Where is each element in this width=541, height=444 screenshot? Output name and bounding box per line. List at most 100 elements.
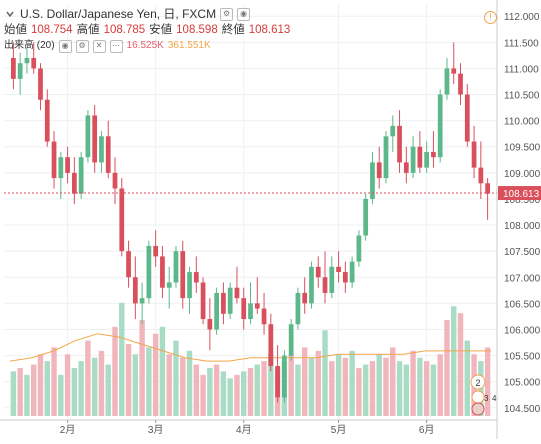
candle-body [200,282,206,320]
candle-body [431,151,436,158]
candle-body [383,136,389,179]
candle-body [187,272,192,299]
x-tick-label: 4月 [236,424,252,436]
volume-bar [146,347,152,416]
x-tick-label: 2月 [60,424,76,436]
candle-body [254,303,260,309]
volume-bar [342,357,349,416]
y-tick-label: 107.000 [504,273,541,284]
volume-bar [91,357,98,416]
candle-body [51,141,57,179]
last-price-badge [498,186,541,201]
settings-icon[interactable]: ⚙ [220,7,234,21]
candle-body [397,125,402,163]
candle-body [261,308,267,325]
candle-body [349,261,355,283]
volume-bar [193,364,200,416]
volume-bar [464,340,470,416]
volume-more-icon[interactable]: ⋯ [109,39,123,53]
candle-body [146,245,152,299]
x-tick-label: 6月 [419,424,435,436]
y-tick-label: 104.500 [504,404,541,415]
volume-bar [261,361,267,416]
volume-bar [78,361,84,416]
candle-body [282,355,287,398]
candle-body [322,277,328,293]
volume-bar [383,357,389,416]
volume-label: 出来高 (20) [4,40,55,51]
collapse-icon[interactable] [4,8,16,20]
candle-body [17,63,23,79]
candle-body [241,298,247,320]
candle-body [356,235,362,262]
y-tick-label: 109.500 [504,143,541,154]
volume-bar [457,313,464,416]
candle-body [31,57,37,69]
candle-body [485,183,490,194]
volume-bar [234,374,240,416]
candle-body [227,287,233,314]
event-badge-count: 3 [484,394,489,403]
volume-close-icon[interactable]: ✕ [92,39,106,53]
volume-bar [444,320,450,416]
y-tick-label: 111.000 [504,64,539,75]
volume-bar [437,354,443,416]
candle-body [268,324,274,367]
volume-bar [51,347,57,416]
volume-bar [410,350,416,416]
high-value: 108.785 [103,24,146,36]
volume-bar [186,350,193,416]
volume-bar [220,371,227,416]
volume-bar [288,354,294,416]
y-tick-label: 108.500 [504,195,541,206]
volume-bar [335,354,342,416]
volume-bar [241,371,247,416]
candle-body [180,251,186,299]
alert-icon[interactable]: ! [484,11,497,24]
visibility-icon[interactable]: ◉ [237,7,251,21]
volume-bar [200,374,206,416]
candle-body [302,292,308,304]
volume-bar [390,347,396,416]
candle-body [417,146,423,168]
candle-body [38,68,43,100]
candle-body [99,136,104,163]
volume-bar [44,361,50,416]
volume-bar [64,354,71,416]
volume-bar [71,368,78,416]
x-tick-label: 3月 [148,424,164,436]
volume-bar [180,357,186,416]
candle-body [424,151,430,168]
y-tick-label: 111.500 [504,38,539,49]
candle-body [471,141,477,168]
volume-bar [139,320,145,416]
y-tick-label: 107.500 [504,247,541,258]
volume-row: 出来高 (20) ◉ ⚙ ✕ ⋯ 16.525K 361.551K [4,38,290,54]
volume-bar [85,340,91,416]
volume-bar [105,364,111,416]
candle-body [85,115,91,158]
volume-bar [166,354,172,416]
volume-bar [213,364,220,416]
volume-visibility-icon[interactable]: ◉ [58,39,72,53]
volume-bar [315,350,321,416]
y-tick-label: 110.000 [504,117,540,128]
y-tick-label: 112.000 [504,12,540,23]
candle-body [478,167,484,184]
event-badge-icon [470,374,486,390]
candle-body [153,245,159,257]
candle-body [160,256,165,288]
candle-body [139,298,145,304]
candle-body [403,162,409,173]
high-label: 高値 [76,24,100,36]
candle-body [437,94,443,158]
y-tick-label: 108.000 [504,221,541,232]
volume-settings-icon[interactable]: ⚙ [75,39,89,53]
candle-body [92,115,98,163]
candle-body [315,266,321,278]
volume-ma-line [9,333,491,362]
y-tick-label: 106.000 [504,325,541,336]
volume-bar [417,357,423,416]
